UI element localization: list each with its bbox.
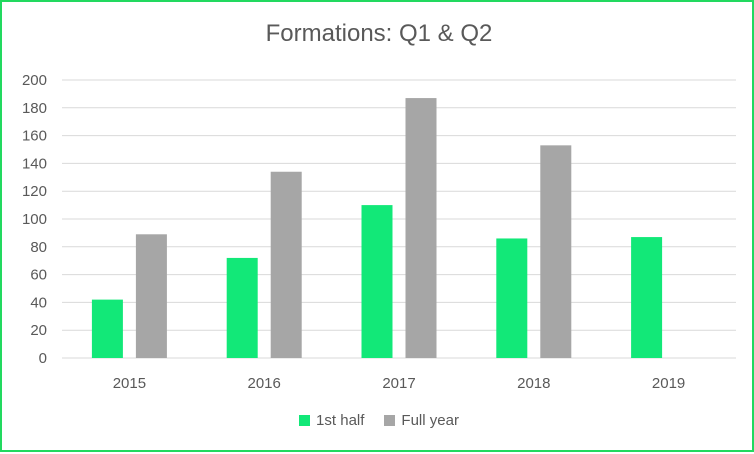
y-tick-label: 140 [22, 155, 47, 172]
bar-1st-half-2016 [226, 257, 258, 358]
legend-swatch-1st-half [299, 415, 311, 426]
bar-1st-half-2017 [361, 205, 393, 358]
x-tick-label: 2015 [113, 375, 146, 392]
y-tick-label: 100 [22, 211, 47, 228]
y-tick-label: 60 [30, 267, 47, 284]
y-tick-label: 20 [30, 322, 47, 339]
bar-full-year-2018 [540, 145, 572, 358]
y-tick-label: 0 [39, 350, 47, 367]
x-tick-label: 2019 [652, 375, 685, 392]
legend-swatch-full-year [384, 415, 396, 426]
x-tick-label: 2016 [248, 375, 281, 392]
bar-full-year-2015 [135, 234, 167, 358]
bar-full-year-2016 [270, 171, 302, 358]
y-tick-label: 80 [30, 239, 47, 256]
x-tick-label: 2017 [382, 375, 415, 392]
chart-legend: 1st half Full year [2, 412, 754, 429]
x-tick-label: 2018 [517, 375, 550, 392]
bar-full-year-2017 [405, 98, 437, 358]
y-tick-label: 160 [22, 128, 47, 145]
chart-title: Formations: Q1 & Q2 [265, 20, 493, 47]
y-tick-label: 200 [22, 72, 47, 89]
y-tick-label: 120 [22, 183, 47, 200]
bar-1st-half-2015 [91, 299, 123, 358]
bar-1st-half-2018 [496, 238, 528, 358]
y-tick-label: 180 [22, 100, 47, 117]
legend-label-full-year: Full year [401, 412, 459, 429]
legend-entry-1st-half: 1st half [299, 412, 364, 429]
legend-label-1st-half: 1st half [316, 412, 365, 429]
bar-1st-half-2019 [631, 237, 663, 358]
y-tick-label: 40 [30, 294, 47, 311]
legend-entry-full-year: Full year [384, 412, 459, 429]
